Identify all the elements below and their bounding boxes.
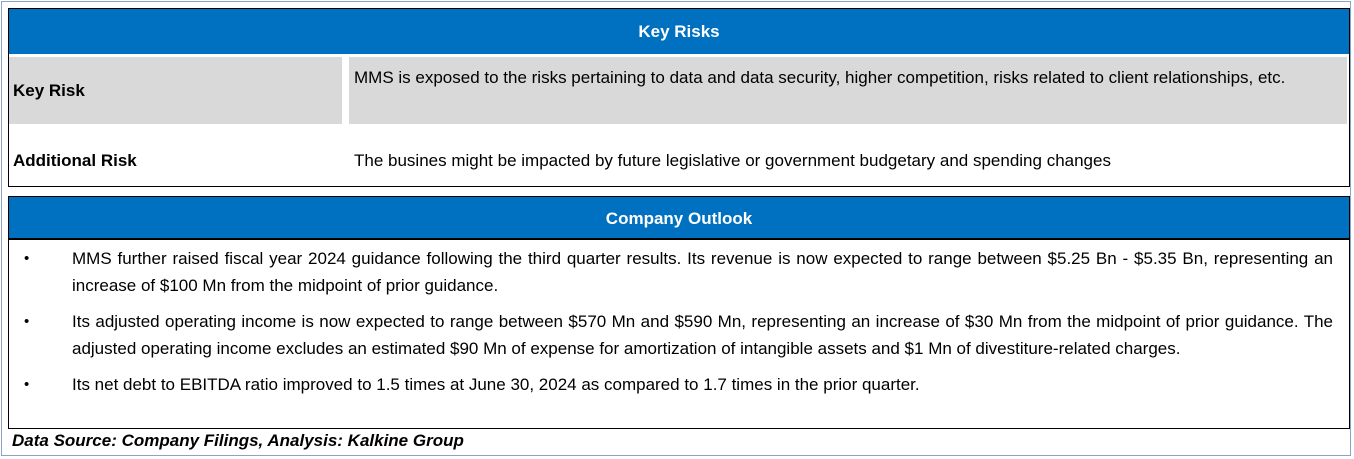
bullet-icon: • xyxy=(24,376,30,393)
bullet-icon: • xyxy=(24,250,30,267)
key-risks-table: Key Risks Key Risk MMS is exposed to the… xyxy=(8,8,1350,187)
risk-label-cell: Key Risk xyxy=(9,57,342,124)
company-outlook-header: Company Outlook xyxy=(9,197,1349,240)
data-source-note: Data Source: Company Filings, Analysis: … xyxy=(12,431,464,450)
bullet-text: Its net debt to EBITDA ratio improved to… xyxy=(72,375,920,394)
company-outlook-panel: Company Outlook • MMS further raised fis… xyxy=(8,196,1350,429)
bullet-text: Its adjusted operating income is now exp… xyxy=(72,312,1333,358)
bullet-text: MMS further raised fiscal year 2024 guid… xyxy=(72,249,1333,295)
risk-label: Additional Risk xyxy=(13,151,137,170)
risk-value-cell: The busines might be impacted by future … xyxy=(349,127,1347,185)
bullet-icon: • xyxy=(24,313,30,330)
outlook-bullet-list: • MMS further raised fiscal year 2024 gu… xyxy=(9,245,1349,407)
table-row: Additional Risk The busines might be imp… xyxy=(9,127,1349,185)
risk-value: The busines might be impacted by future … xyxy=(354,151,1111,170)
risk-label: Key Risk xyxy=(13,81,85,100)
risk-value: MMS is exposed to the risks pertaining t… xyxy=(354,68,1286,87)
list-item: • Its adjusted operating income is now e… xyxy=(9,308,1349,362)
key-risks-header: Key Risks xyxy=(9,9,1349,54)
list-item: • MMS further raised fiscal year 2024 gu… xyxy=(9,245,1349,299)
table-row: Key Risk MMS is exposed to the risks per… xyxy=(9,54,1349,127)
risk-value-cell: MMS is exposed to the risks pertaining t… xyxy=(349,57,1347,124)
list-item: • Its net debt to EBITDA ratio improved … xyxy=(9,371,1349,398)
